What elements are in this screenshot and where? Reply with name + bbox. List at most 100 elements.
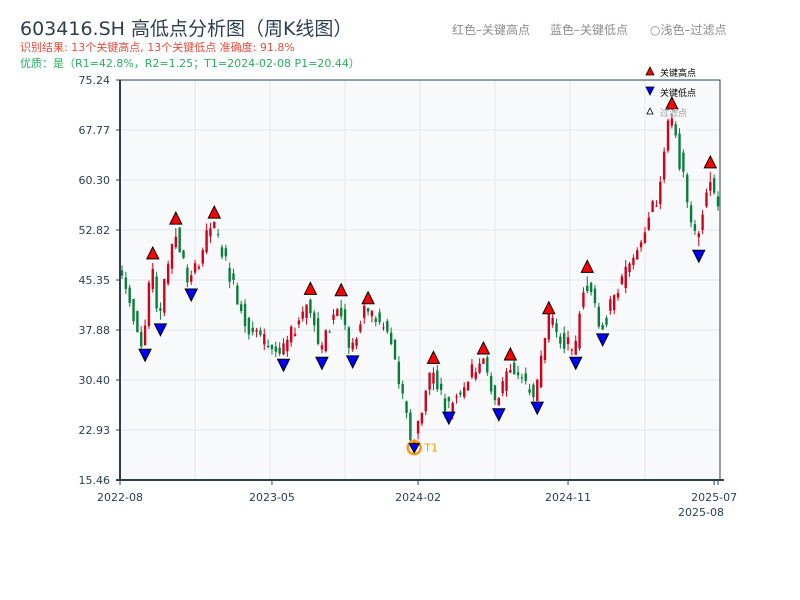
candle-body [363,305,366,318]
candle-body [693,224,697,231]
candle-body [324,330,327,352]
key-low-marker [492,408,506,422]
candle-body [289,326,293,343]
candle-body [551,317,554,325]
candle-body [220,247,224,257]
key-low-marker [345,355,360,370]
candle-body [174,236,178,248]
candle-body [428,372,431,390]
key-low-marker [568,356,583,371]
key-low-marker [691,249,706,264]
key-high-marker [207,205,222,219]
y-tick-label: 45.35 [79,274,111,287]
candle-body [143,325,147,346]
key-low-marker [442,411,456,426]
candle-body [413,441,416,445]
candle-body [397,361,401,384]
candle-body [205,230,208,253]
y-tick-label: 67.77 [79,124,111,137]
candle-body [120,270,124,276]
candle-body [132,298,135,322]
candle-body [489,376,493,392]
candle-body [336,309,339,317]
candle-body [151,269,154,290]
candle-body [543,338,547,360]
candle-body [213,221,216,229]
y-tick-label: 22.93 [79,424,111,437]
candle-body [647,217,650,230]
candle-body [170,244,174,269]
legend-high-label: 关键高点 [660,67,696,79]
candle-body [240,304,243,311]
y-tick-label: 52.82 [79,224,111,237]
chart-title: 603416.SH 高低点分析图（周K线图） [20,18,353,40]
key-high-marker [542,300,556,315]
legend-low-label: 关键低点 [660,87,696,99]
candle-body [524,373,527,381]
key-high-marker [426,350,441,364]
candle-body [209,228,212,237]
candle-body [486,357,489,373]
legend-blue-note: 蓝色–关键低点 [550,23,629,37]
candle-body [432,372,435,384]
candle-body [282,343,285,355]
candle-body [589,282,593,293]
key-high-marker [303,281,318,295]
candle-body [609,299,612,311]
candle-body [401,384,404,394]
legend-light-note: ○浅色–过滤点 [650,23,727,37]
candle-body [251,327,254,333]
candle-body [293,333,297,336]
candle-body [247,317,251,335]
candle-body [193,263,197,273]
candle-body [301,311,304,319]
candle-body [516,372,520,376]
candle-body [566,337,570,345]
candle-body [197,266,201,269]
candle-body [159,308,162,311]
candle-body [666,120,670,151]
candle-body [605,317,608,325]
candle-body [443,398,447,412]
candle-body [651,201,654,213]
y-tick-label: 60.30 [79,174,111,187]
key-high-marker [145,245,160,260]
candle-body [628,263,631,273]
key-high-marker [665,95,679,110]
candle-body [682,152,685,172]
candle-body [624,266,627,289]
candle-body [182,250,185,259]
candle-body [186,267,189,283]
candle-body [570,349,574,351]
candle-body [686,174,689,203]
candle-body [674,124,677,136]
candle-body [359,324,362,332]
candle-body [582,292,585,308]
candle-body [190,275,193,282]
candle-body [593,288,597,304]
key-low-marker [276,358,291,373]
legend-filtered-icon [646,107,654,115]
candle-body [689,205,693,223]
candle-body [509,370,512,373]
candle-body [439,383,443,390]
candle-body [228,267,231,282]
candle-body [424,390,427,412]
candle-body [201,250,204,264]
key-high-marker [703,154,718,169]
candle-body [163,279,166,313]
candle-body [597,306,600,327]
candle-body [378,312,381,323]
candle-body [655,205,658,207]
candle-body [305,304,308,319]
t1-circle [406,439,422,456]
result-summary: 识别结果: 13个关键高点, 13个关键低点 准确度: 91.8% [20,41,295,54]
candle-body [339,307,343,317]
quality-summary: 优质：是（R1=42.8%，R2=1.25；T1=2024-02-08 P1=2… [20,57,360,70]
candle-body [166,264,170,284]
candle-body [562,332,566,349]
candle-body [632,257,635,265]
key-low-marker [138,348,152,363]
candle-body [493,385,497,401]
candle-body [670,118,674,126]
